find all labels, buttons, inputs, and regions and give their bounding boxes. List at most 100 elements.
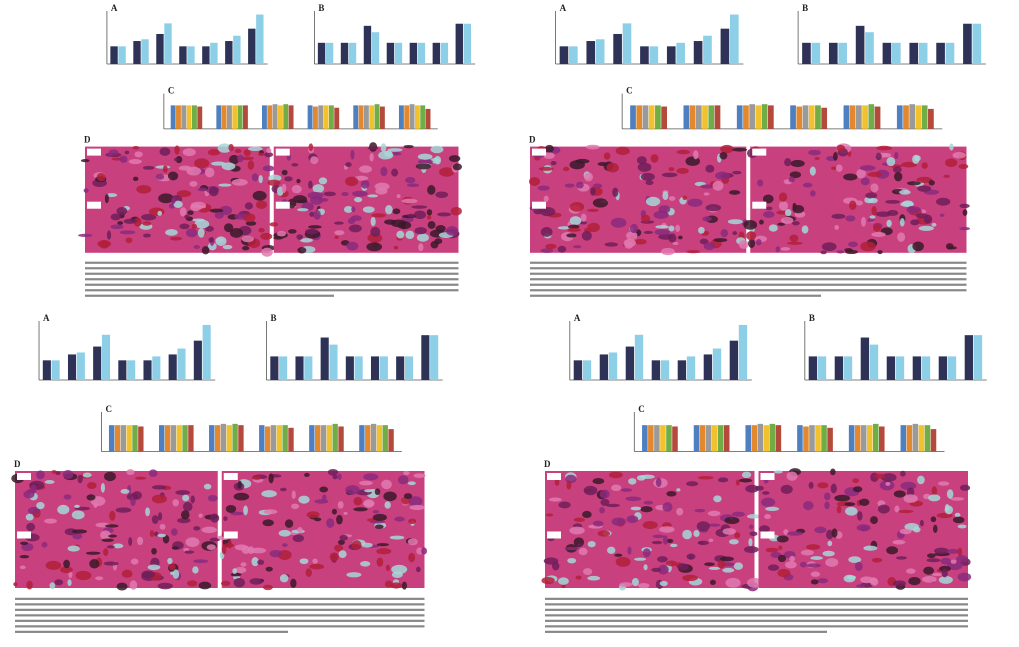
bar [243, 105, 248, 129]
tissue-cell [637, 156, 647, 164]
tissue-cell [900, 218, 905, 227]
panel-label: D [544, 459, 551, 469]
bar [177, 425, 182, 451]
tissue-cell [313, 184, 324, 193]
tissue-cell [936, 198, 950, 206]
tissue-cell [627, 546, 631, 554]
bar [143, 360, 151, 380]
bar [380, 107, 385, 129]
tissue-cell [693, 150, 698, 159]
tissue-cell [907, 181, 921, 185]
bar [640, 46, 649, 64]
tissue-cell [352, 191, 368, 197]
tissue-cell [604, 152, 611, 159]
tissue-cell [579, 548, 588, 555]
tissue-cell [860, 165, 876, 171]
tissue-cell [107, 230, 111, 239]
tissue-cell [427, 185, 435, 195]
tissue-cell [182, 495, 189, 502]
tissue-cell [803, 183, 812, 188]
tissue-cell [638, 583, 650, 588]
tissue-cell [742, 472, 751, 478]
tissue-cell [187, 580, 197, 586]
tissue-cell [171, 528, 178, 535]
bar [295, 356, 303, 380]
bar [441, 43, 448, 64]
tissue-cell [84, 188, 89, 193]
tissue-cell [204, 484, 212, 490]
tissue-cell [235, 149, 242, 153]
bar [426, 109, 431, 129]
bar [809, 356, 817, 380]
bar [730, 341, 738, 380]
tissue-cell [878, 505, 890, 514]
tissue-cell [844, 502, 855, 506]
tissue-cell [886, 546, 898, 554]
caption-line [15, 625, 425, 627]
bar [790, 105, 796, 129]
bar [654, 425, 660, 451]
tissue-cell [242, 246, 249, 250]
tissue-cell [183, 502, 192, 512]
tissue-cell [237, 480, 241, 488]
tissue-cell [367, 194, 378, 197]
bar [171, 425, 176, 451]
tissue-cell [908, 577, 920, 585]
tissue-cell [102, 539, 114, 542]
tissue-cell [817, 578, 828, 583]
tissue-cell [125, 151, 130, 155]
tissue-cell [208, 495, 218, 501]
tissue-cell [192, 224, 198, 229]
tissue-cell [192, 566, 198, 573]
tissue-cell [729, 190, 740, 195]
bar [232, 105, 237, 129]
tissue-cell [814, 527, 826, 534]
tissue-cell [414, 210, 426, 219]
tissue-cell [103, 548, 108, 556]
tissue-cell [934, 548, 949, 554]
tissue-cell [282, 543, 288, 547]
caption-line [85, 284, 459, 286]
bar [963, 24, 972, 64]
bar [399, 105, 404, 129]
tissue-cell [319, 177, 327, 184]
tissue-cell [366, 242, 382, 251]
tissue-cell [537, 185, 549, 190]
tissue-cell [306, 568, 312, 577]
tissue-cell [292, 490, 296, 499]
tissue-cell [221, 581, 230, 586]
bar [353, 105, 358, 129]
bar [758, 424, 764, 452]
bar [696, 105, 702, 129]
tissue-cell [381, 143, 387, 152]
tissue-cell [719, 152, 727, 160]
tissue-cell [226, 505, 236, 513]
tissue-cell [198, 513, 202, 517]
bar [623, 23, 632, 64]
tissue-cell [694, 509, 705, 513]
tissue-cell [803, 501, 814, 510]
tissue-cell [844, 248, 852, 252]
tissue-cell [394, 246, 398, 250]
tissue-cell [824, 492, 831, 500]
tissue-cell [415, 227, 427, 234]
tissue-cell [402, 199, 418, 204]
panel-label: A [111, 3, 118, 13]
tissue-cell [120, 489, 129, 494]
tissue-cell [781, 247, 791, 251]
tissue-cell [959, 164, 969, 169]
tissue-cell [228, 540, 232, 549]
bar [931, 429, 937, 451]
tissue-cell [806, 563, 821, 567]
tissue-cell [900, 529, 912, 534]
tissue-cell [687, 553, 696, 559]
tissue-cell [136, 185, 151, 194]
bar [849, 425, 855, 451]
tissue-cell [72, 510, 85, 519]
tissue-cell [277, 231, 286, 237]
tissue-cell [152, 485, 166, 489]
tissue-cell [768, 564, 779, 570]
tissue-cell [894, 506, 899, 513]
tissue-cell [312, 558, 317, 563]
